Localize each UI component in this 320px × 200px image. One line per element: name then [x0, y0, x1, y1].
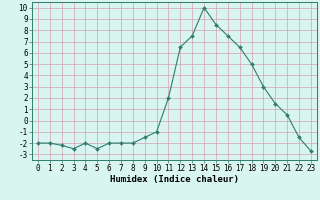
X-axis label: Humidex (Indice chaleur): Humidex (Indice chaleur)	[110, 175, 239, 184]
